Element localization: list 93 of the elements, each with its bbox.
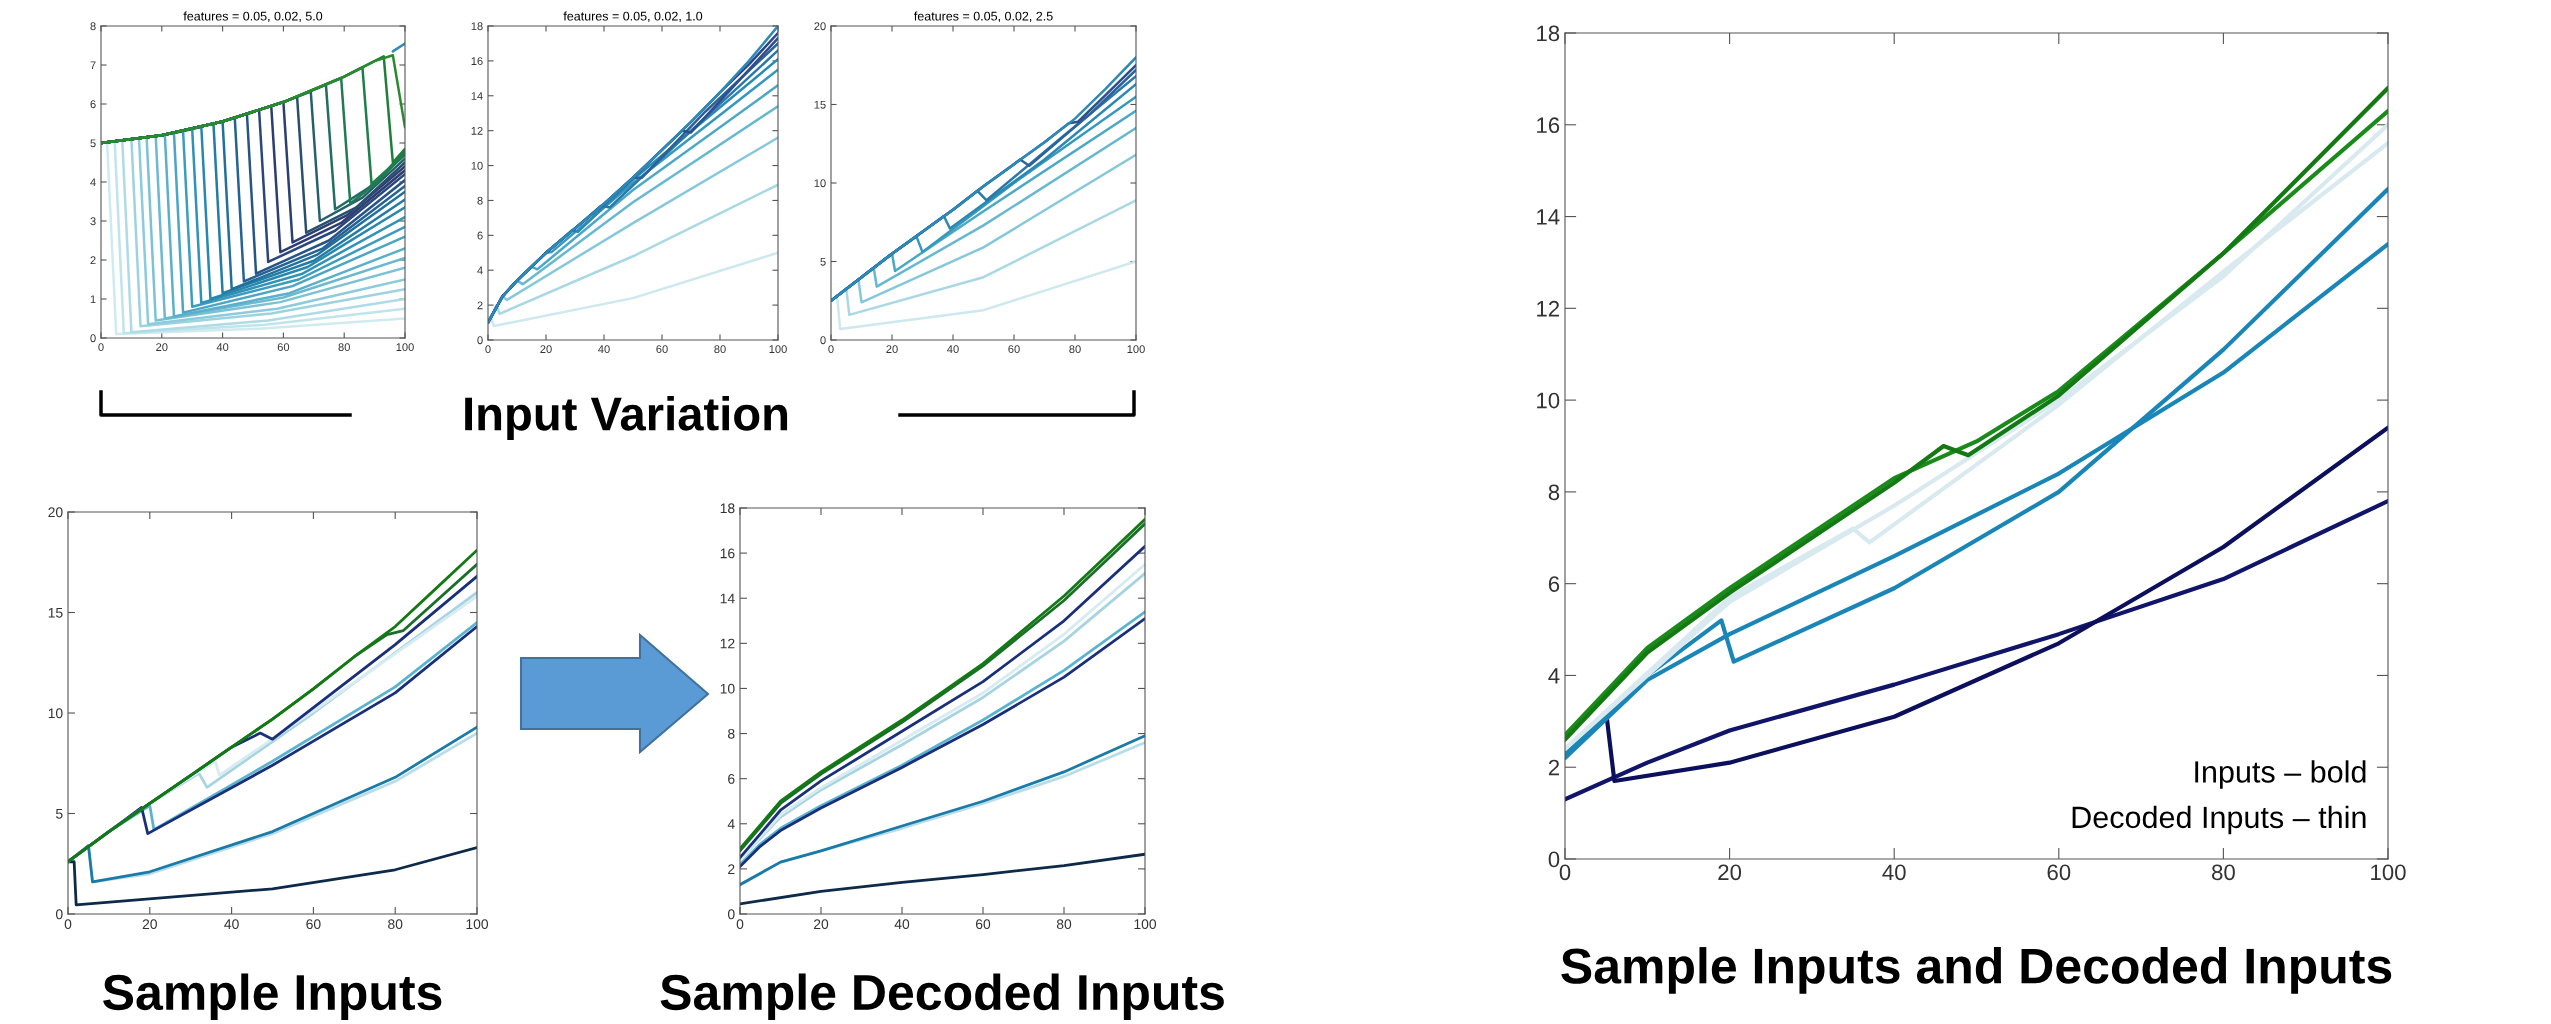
y-tick-label: 18 — [1537, 25, 1560, 42]
y-tick-label: 15 — [814, 100, 826, 109]
chart-title: features = 0.05, 0.02, 2.5 — [914, 11, 1053, 23]
x-tick-label: 60 — [277, 343, 290, 352]
y-tick-label: 10 — [814, 179, 826, 188]
y-tick-label: 5 — [90, 139, 96, 148]
y-tick-label: 12 — [1537, 300, 1560, 317]
y-tick-label: 10 — [1537, 392, 1560, 409]
x-tick-label: 0 — [1559, 864, 1571, 881]
y-tick-label: 2 — [728, 864, 735, 874]
x-tick-label: 80 — [1056, 919, 1072, 930]
x-tick-label: 20 — [1718, 864, 1742, 881]
x-tick-label: 0 — [485, 345, 491, 354]
chart-title: features = 0.05, 0.02, 5.0 — [183, 11, 323, 23]
y-tick-label: 20 — [814, 22, 826, 31]
x-tick-label: 100 — [396, 343, 414, 352]
y-tick-label: 1 — [90, 295, 96, 304]
y-tick-label: 0 — [1548, 851, 1560, 868]
x-tick-label: 40 — [216, 343, 229, 352]
y-tick-label: 0 — [820, 336, 826, 345]
y-tick-label: 20 — [48, 507, 63, 518]
y-tick-label: 0 — [727, 909, 735, 920]
x-tick-label: 20 — [540, 345, 552, 354]
x-tick-label: 100 — [769, 345, 787, 354]
y-tick-label: 5 — [820, 257, 826, 266]
y-tick-label: 16 — [720, 548, 735, 559]
x-tick-label: 0 — [828, 345, 834, 354]
y-tick-label: 12 — [471, 126, 483, 135]
y-tick-label: 18 — [720, 503, 735, 514]
y-tick-label: 4 — [90, 178, 96, 187]
x-axis-title: Sample Decoded Inputs — [660, 973, 1224, 1021]
y-tick-label: 6 — [1548, 576, 1560, 592]
y-tick-label: 15 — [48, 607, 63, 618]
x-tick-label: 20 — [886, 345, 898, 354]
x-axis-title: Sample Inputs and Decoded Inputs — [1561, 947, 2392, 994]
y-tick-label: 4 — [1548, 668, 1560, 684]
y-tick-label: 4 — [477, 266, 483, 275]
y-tick-label: 14 — [1537, 209, 1560, 225]
y-tick-label: 6 — [90, 100, 96, 109]
y-tick-label: 16 — [471, 57, 483, 66]
x-tick-label: 60 — [1008, 345, 1020, 354]
x-tick-label: 100 — [1127, 345, 1145, 354]
y-tick-label: 8 — [728, 728, 735, 739]
x-tick-label: 60 — [656, 345, 668, 354]
x-tick-label: 0 — [736, 919, 744, 930]
y-tick-label: 0 — [477, 336, 483, 345]
x-tick-label: 80 — [388, 919, 403, 930]
x-axis-title: Sample Inputs — [103, 973, 442, 1021]
text: Input Variation — [465, 395, 788, 441]
x-tick-label: 60 — [975, 919, 991, 930]
y-tick-label: 16 — [1537, 117, 1560, 134]
y-tick-label: 8 — [477, 196, 483, 205]
x-tick-label: 80 — [1069, 345, 1081, 354]
y-tick-label: 14 — [471, 92, 483, 100]
y-tick-label: 18 — [471, 22, 483, 31]
x-tick-label: 100 — [2371, 864, 2406, 881]
x-tick-label: 60 — [2047, 864, 2071, 881]
y-tick-label: 5 — [55, 808, 63, 819]
x-tick-label: 20 — [156, 343, 168, 352]
chart-title: features = 0.05, 0.02, 1.0 — [563, 11, 703, 23]
y-tick-label: 7 — [90, 61, 96, 70]
annotation: Decoded Inputs – thin — [2072, 805, 2366, 835]
y-tick-label: 14 — [720, 593, 735, 604]
x-tick-label: 80 — [714, 345, 726, 354]
x-tick-label: 0 — [64, 919, 72, 930]
x-tick-label: 100 — [1134, 919, 1157, 930]
x-tick-label: 40 — [598, 345, 610, 354]
x-tick-label: 80 — [2212, 864, 2235, 881]
y-tick-label: 0 — [55, 909, 63, 920]
x-tick-label: 100 — [466, 919, 489, 930]
y-tick-label: 2 — [1548, 759, 1560, 776]
x-tick-label: 60 — [306, 919, 321, 930]
x-tick-label: 40 — [1882, 864, 1906, 881]
x-tick-label: 40 — [894, 919, 910, 930]
y-tick-label: 12 — [720, 638, 735, 649]
y-tick-label: 2 — [90, 256, 96, 265]
x-tick-label: 40 — [224, 919, 239, 930]
y-tick-label: 0 — [90, 334, 96, 343]
x-tick-label: 80 — [338, 343, 350, 352]
x-tick-label: 0 — [98, 343, 104, 352]
x-tick-label: 20 — [142, 919, 157, 930]
y-tick-label: 10 — [471, 161, 483, 170]
y-tick-label: 10 — [720, 683, 735, 694]
y-tick-label: 6 — [477, 231, 483, 240]
y-tick-label: 10 — [48, 708, 63, 719]
y-tick-label: 3 — [90, 217, 96, 226]
y-tick-label: 8 — [1548, 484, 1560, 501]
annotation: Inputs – bold — [2195, 760, 2366, 789]
x-tick-label: 40 — [947, 345, 959, 354]
y-tick-label: 2 — [477, 301, 483, 310]
y-tick-label: 4 — [727, 819, 735, 829]
y-tick-label: 8 — [90, 22, 96, 31]
y-tick-label: 6 — [728, 774, 735, 784]
